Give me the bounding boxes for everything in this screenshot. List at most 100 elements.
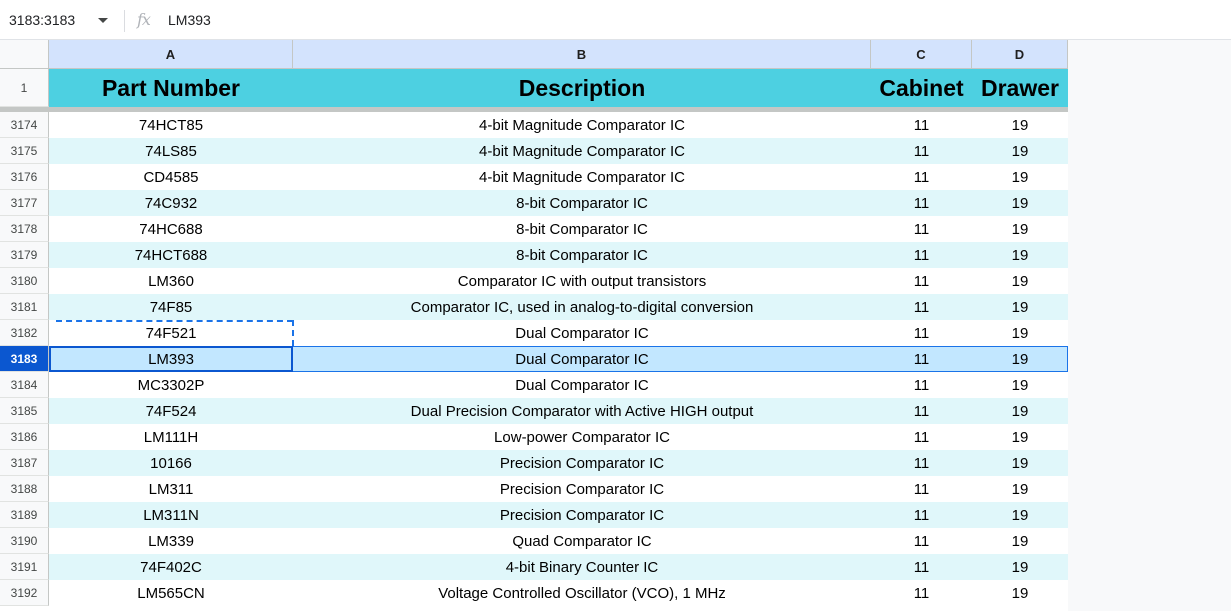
column-header-a[interactable]: A — [49, 40, 293, 69]
row-number-header[interactable]: 1 — [0, 69, 49, 107]
row-number[interactable]: 3190 — [0, 528, 49, 554]
column-header-c[interactable]: C — [871, 40, 972, 69]
description-cell[interactable]: 4-bit Magnitude Comparator IC — [479, 142, 685, 160]
row-number[interactable]: 3186 — [0, 424, 49, 450]
cabinet-cell[interactable]: 11 — [913, 402, 930, 420]
column-header-d[interactable]: D — [972, 40, 1068, 69]
description-cell[interactable]: Dual Comparator IC — [515, 350, 649, 368]
cabinet-cell[interactable]: 11 — [913, 480, 930, 498]
drawer-cell[interactable]: 19 — [1011, 116, 1029, 134]
drawer-cell[interactable]: 19 — [1011, 454, 1029, 472]
description-cell[interactable]: Comparator IC with output transistors — [457, 272, 707, 290]
description-cell[interactable]: 8-bit Comparator IC — [516, 246, 648, 264]
description-cell[interactable]: Precision Comparator IC — [499, 454, 665, 472]
cabinet-cell[interactable]: 11 — [913, 350, 930, 368]
description-cell[interactable]: 4-bit Magnitude Comparator IC — [479, 116, 685, 134]
description-cell[interactable]: Dual Comparator IC — [515, 376, 649, 394]
drawer-cell[interactable]: 19 — [1011, 298, 1029, 316]
row-number[interactable]: 3175 — [0, 138, 49, 164]
cabinet-cell[interactable]: 11 — [913, 558, 930, 576]
cabinet-cell[interactable]: 11 — [913, 272, 930, 290]
cabinet-cell[interactable]: 11 — [913, 194, 930, 212]
cabinet-header[interactable]: Cabinet — [879, 74, 964, 101]
cabinet-cell[interactable]: 11 — [913, 532, 930, 550]
name-box[interactable]: 3183:3183 — [0, 0, 118, 40]
row-number[interactable]: 3188 — [0, 476, 49, 502]
cabinet-cell[interactable]: 11 — [913, 116, 930, 134]
row-number[interactable]: 3181 — [0, 294, 49, 320]
cabinet-cell[interactable]: 11 — [913, 168, 930, 186]
part-number-cell[interactable]: 74F521 — [145, 324, 197, 342]
part-number-cell[interactable]: 10166 — [150, 454, 192, 472]
part-number-cell[interactable]: 74F402C — [140, 558, 202, 576]
description-cell[interactable]: Low-power Comparator IC — [494, 428, 670, 446]
part-number-cell[interactable]: LM311N — [143, 506, 199, 524]
drawer-cell[interactable]: 19 — [1011, 142, 1029, 160]
description-cell[interactable]: Quad Comparator IC — [512, 532, 652, 550]
description-cell[interactable]: 8-bit Comparator IC — [516, 220, 648, 238]
part-number-header[interactable]: Part Number — [101, 74, 241, 101]
cabinet-cell[interactable]: 11 — [913, 506, 930, 524]
drawer-cell[interactable]: 19 — [1011, 246, 1029, 264]
part-number-cell[interactable]: LM565CN — [137, 584, 205, 602]
description-cell[interactable]: Precision Comparator IC — [499, 506, 665, 524]
drawer-cell[interactable]: 19 — [1011, 168, 1029, 186]
row-number[interactable]: 3182 — [0, 320, 49, 346]
part-number-cell[interactable]: 74HCT688 — [134, 246, 208, 264]
description-header[interactable]: Description — [518, 74, 646, 101]
part-number-cell[interactable]: MC3302P — [137, 376, 205, 394]
row-number[interactable]: 3178 — [0, 216, 49, 242]
description-cell[interactable]: Dual Comparator IC — [515, 324, 649, 342]
row-number[interactable]: 3179 — [0, 242, 49, 268]
cabinet-cell[interactable]: 11 — [913, 246, 930, 264]
drawer-cell[interactable]: 19 — [1011, 350, 1029, 368]
row-number[interactable]: 3180 — [0, 268, 49, 294]
description-cell[interactable]: Voltage Controlled Oscillator (VCO), 1 M… — [438, 584, 726, 602]
drawer-header[interactable]: Drawer — [981, 74, 1059, 101]
drawer-cell[interactable]: 19 — [1011, 480, 1029, 498]
description-cell[interactable]: 4-bit Binary Counter IC — [505, 558, 659, 576]
part-number-cell[interactable]: LM111H — [143, 428, 199, 446]
row-number[interactable]: 3177 — [0, 190, 49, 216]
freeze-divider-bar[interactable] — [49, 107, 1068, 112]
part-number-cell[interactable]: CD4585 — [143, 168, 199, 186]
part-number-cell[interactable]: 74F524 — [145, 402, 197, 420]
cabinet-cell[interactable]: 11 — [913, 584, 930, 602]
part-number-cell[interactable]: 74LS85 — [145, 142, 197, 160]
part-number-cell[interactable]: 74F85 — [149, 298, 193, 316]
row-number[interactable]: 3191 — [0, 554, 49, 580]
drawer-cell[interactable]: 19 — [1011, 194, 1029, 212]
row-number[interactable]: 3176 — [0, 164, 49, 190]
row-number[interactable]: 3189 — [0, 502, 49, 528]
drawer-cell[interactable]: 19 — [1011, 428, 1029, 446]
row-number[interactable]: 3185 — [0, 398, 49, 424]
part-number-cell[interactable]: LM311 — [148, 480, 194, 498]
column-header-b[interactable]: B — [293, 40, 871, 69]
drawer-cell[interactable]: 19 — [1011, 272, 1029, 290]
formula-input[interactable]: LM393 — [168, 12, 211, 28]
part-number-cell[interactable]: LM393 — [148, 350, 194, 368]
drawer-cell[interactable]: 19 — [1011, 532, 1029, 550]
drawer-cell[interactable]: 19 — [1011, 584, 1029, 602]
part-number-cell[interactable]: 74HC688 — [139, 220, 203, 238]
description-cell[interactable]: 4-bit Magnitude Comparator IC — [479, 168, 685, 186]
description-cell[interactable]: 8-bit Comparator IC — [516, 194, 648, 212]
row-number[interactable]: 3184 — [0, 372, 49, 398]
drawer-cell[interactable]: 19 — [1011, 324, 1029, 342]
cabinet-cell[interactable]: 11 — [913, 324, 930, 342]
description-cell[interactable]: Dual Precision Comparator with Active HI… — [410, 402, 754, 420]
row-number[interactable]: 3183 — [0, 346, 49, 372]
part-number-cell[interactable]: LM360 — [148, 272, 194, 290]
drawer-cell[interactable]: 19 — [1011, 402, 1029, 420]
part-number-cell[interactable]: 74C932 — [144, 194, 198, 212]
cabinet-cell[interactable]: 11 — [913, 454, 930, 472]
drawer-cell[interactable]: 19 — [1011, 220, 1029, 238]
drawer-cell[interactable]: 19 — [1011, 506, 1029, 524]
drawer-cell[interactable]: 19 — [1011, 376, 1029, 394]
part-number-cell[interactable]: 74HCT85 — [138, 116, 204, 134]
cabinet-cell[interactable]: 11 — [913, 142, 930, 160]
row-number[interactable]: 3187 — [0, 450, 49, 476]
drawer-cell[interactable]: 19 — [1011, 558, 1029, 576]
cabinet-cell[interactable]: 11 — [913, 298, 930, 316]
row-number[interactable]: 3174 — [0, 112, 49, 138]
